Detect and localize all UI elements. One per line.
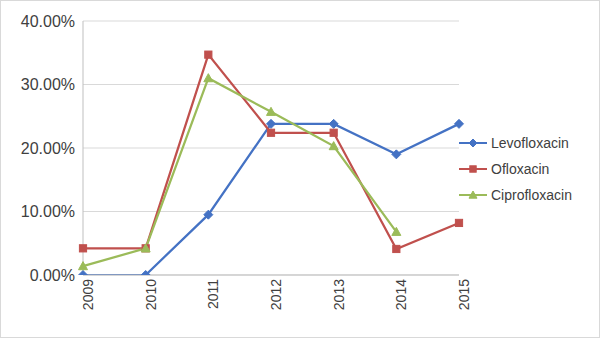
svg-text:2015: 2015 <box>456 279 472 310</box>
svg-text:0.00%: 0.00% <box>30 267 75 284</box>
svg-text:2010: 2010 <box>143 279 159 310</box>
svg-text:2009: 2009 <box>80 279 96 310</box>
html-text:Ofloxacin: Ofloxacin <box>491 161 550 177</box>
svg-text:2014: 2014 <box>393 279 409 310</box>
svg-text:2011: 2011 <box>205 279 221 309</box>
html-text:Ciprofloxacin: Ciprofloxacin <box>491 187 572 203</box>
html-text:Levofloxacin: Levofloxacin <box>491 135 569 151</box>
svg-text:40.00%: 40.00% <box>21 13 75 30</box>
svg-text:10.00%: 10.00% <box>21 203 75 220</box>
svg-text:2012: 2012 <box>268 279 284 310</box>
svg-text:30.00%: 30.00% <box>21 76 75 93</box>
svg-text:20.00%: 20.00% <box>21 140 75 157</box>
svg-text:2013: 2013 <box>331 279 347 310</box>
